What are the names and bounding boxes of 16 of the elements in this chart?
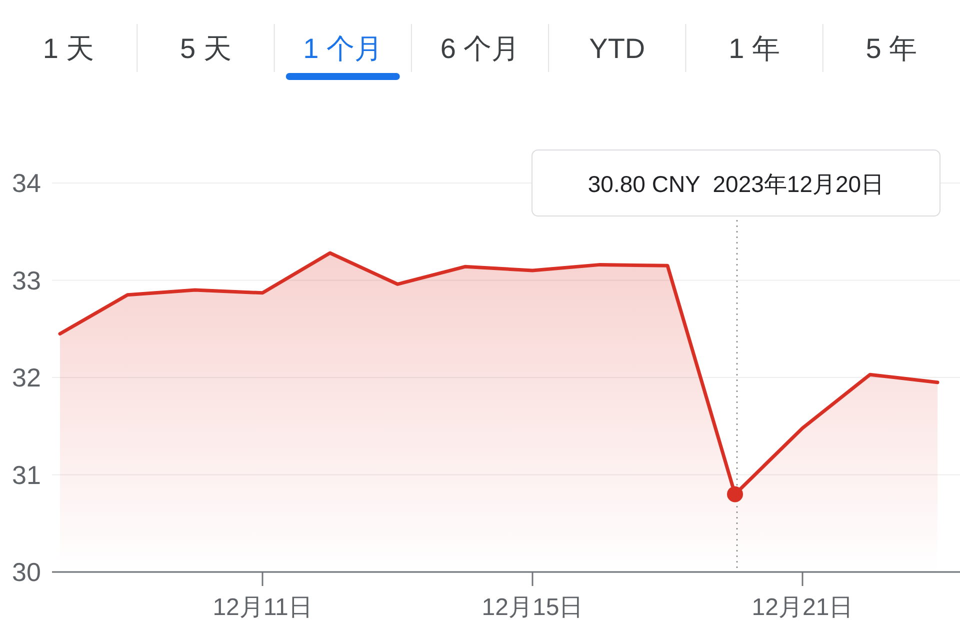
x-tick-label: 12月15日 (482, 594, 584, 621)
x-tick-label: 12月11日 (212, 594, 312, 621)
text: 1 个月 (303, 33, 383, 64)
y-tick-label: 34 (12, 168, 41, 198)
text: 6 个月 (440, 33, 520, 64)
y-tick-label: 33 (12, 265, 41, 296)
y-tick-label: 30 (12, 557, 41, 587)
text: 1 天 (42, 33, 94, 64)
x-tick-label: 12月21日 (752, 594, 854, 621)
text: 5 年 (866, 33, 918, 64)
text: YTD (589, 33, 646, 64)
y-tick-label: 32 (12, 362, 41, 392)
annotation: 30.80 CNY 2023年12月20日 (588, 171, 884, 197)
text: 1 年 (728, 33, 780, 64)
text: 5 天 (180, 33, 232, 64)
y-tick-label: 31 (12, 460, 41, 490)
